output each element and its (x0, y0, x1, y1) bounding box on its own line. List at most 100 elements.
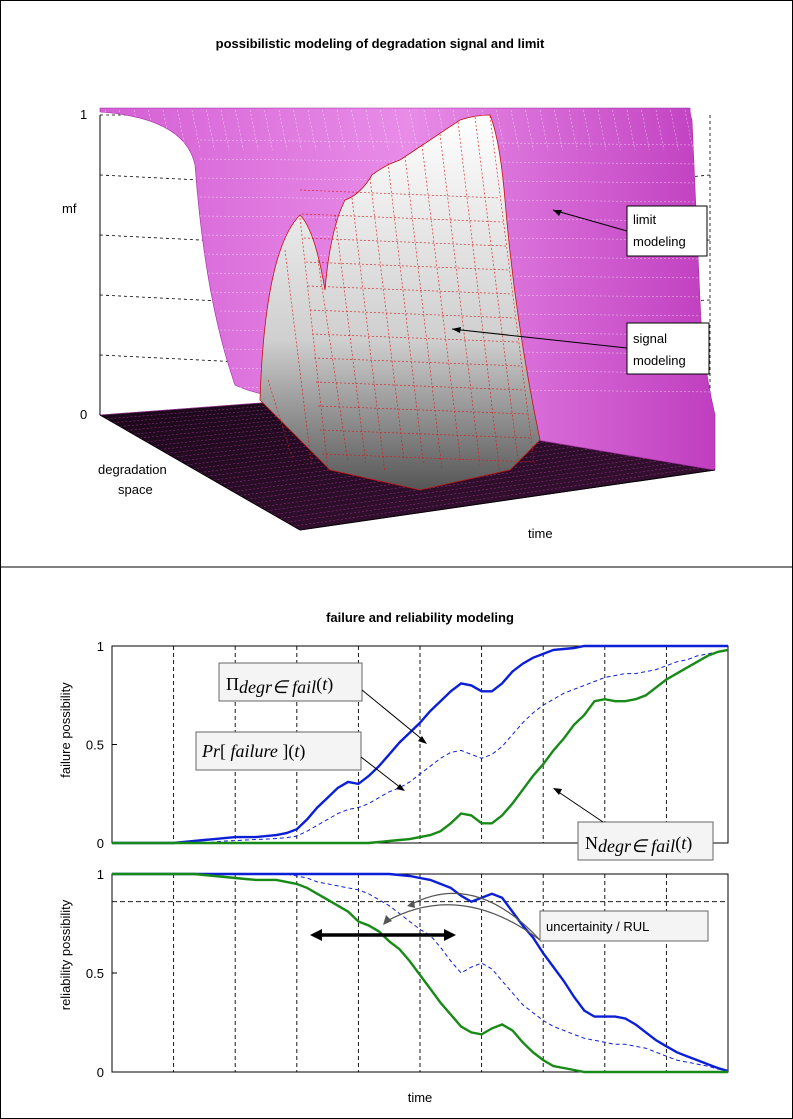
floor-mesh-line (259, 455, 633, 508)
signal-mesh-line (369, 177, 405, 461)
signal-mesh-line (303, 237, 507, 247)
svg-text:signal: signal (633, 331, 667, 346)
limit-mesh-line (554, 109, 563, 151)
limit-mesh-line (568, 109, 578, 151)
limit-mesh-line (322, 109, 331, 151)
limit-mesh-line (199, 215, 702, 222)
floor-mesh-line (153, 418, 411, 446)
signal-mesh-line (305, 261, 510, 271)
svg-text:Pr[ failure ](t): Pr[ failure ](t) (201, 741, 305, 762)
z-tick-1: 1 (80, 107, 87, 122)
signal-mesh-line (334, 214, 367, 466)
limit-mesh-line (655, 109, 665, 151)
signal-mesh-line (489, 115, 535, 466)
y-tick-label: 1 (97, 867, 104, 882)
limit-mesh-line (670, 109, 679, 151)
line-panel-title: failure and reliability modeling (326, 610, 514, 625)
limit-mesh-line (307, 109, 317, 151)
signal-mesh-line (301, 213, 504, 223)
signal-mesh-line (317, 259, 348, 461)
limit-mesh-line (133, 109, 143, 151)
time-axis-label: time (528, 526, 553, 541)
series-line (112, 872, 728, 1074)
reliability-ylabel: reliability possibility (58, 899, 73, 1010)
limit-mesh-line (191, 109, 201, 151)
signal-mesh-line (387, 162, 424, 466)
series-line (112, 873, 729, 1072)
y-tick-label: 0.5 (86, 966, 104, 981)
signal-surface-mesh (267, 115, 535, 471)
limit-mesh-line (293, 109, 302, 151)
signal-mesh-line (315, 381, 525, 391)
signal-modeling-annotation: signal modeling (451, 322, 710, 375)
floor-mesh-line (293, 467, 702, 527)
limit-mesh-line (612, 109, 621, 151)
signal-mesh-line (319, 429, 531, 439)
pr-failure-annotation: Pr[ failure ](t) (195, 731, 405, 791)
limit-mesh-line (199, 139, 696, 146)
surface-front-axis (99, 414, 301, 531)
y-tick-label: 1 (97, 639, 104, 654)
svg-text:limit: limit (633, 212, 656, 227)
limit-mesh-line (206, 109, 215, 151)
surface-time-axis (299, 469, 716, 531)
limit-mesh-line (104, 109, 114, 151)
limit-mesh-line (148, 109, 157, 151)
svg-text:modeling: modeling (633, 353, 686, 368)
signal-mesh-line (317, 405, 528, 415)
n-annotation: Ndegr∈ fail(t) (553, 788, 714, 861)
svg-text:Πdegr∈ fail(t): Πdegr∈ fail(t) (226, 674, 333, 697)
signal-mesh-line (474, 116, 519, 461)
degradation-space-label: degradation (98, 462, 167, 477)
signal-mesh-line (321, 453, 534, 463)
signal-mesh-line (313, 357, 522, 367)
limit-mesh-line (220, 109, 230, 151)
floor-mesh-line (99, 399, 301, 416)
limit-mesh-line (177, 109, 186, 151)
limit-mesh-line (409, 109, 418, 151)
limit-mesh-line (583, 109, 592, 151)
limit-mesh-line (496, 109, 505, 151)
limit-mesh-line (626, 109, 636, 151)
series-line (112, 872, 729, 1073)
pi-annotation: Πdegr∈ fail(t) (218, 662, 427, 744)
limit-mesh-line (278, 109, 288, 151)
limit-mesh-line (249, 109, 259, 151)
z-axis-label: mf (62, 201, 77, 216)
signal-mesh-line (351, 197, 385, 471)
surface-title: possibilistic modeling of degradation si… (216, 36, 545, 51)
signal-mesh-line (439, 133, 481, 466)
z-tick-0: 0 (80, 407, 87, 422)
limit-mesh-line (539, 109, 549, 151)
floor-mesh-line (273, 460, 660, 515)
limit-mesh-line (119, 109, 128, 151)
series-line (112, 648, 729, 845)
limit-mesh-line (641, 109, 650, 151)
limit-mesh-line (162, 109, 172, 151)
signal-surface (259, 114, 541, 491)
floor-mesh-line (286, 465, 688, 523)
limit-mesh-line (394, 109, 404, 151)
signal-mesh-line (457, 121, 500, 471)
y-tick-label: 0 (97, 836, 104, 851)
surface-panel: possibilistic modeling of degradation si… (62, 36, 716, 541)
limit-mesh-line (380, 109, 389, 151)
limit-mesh-line (336, 109, 346, 151)
signal-mesh-line (421, 144, 461, 461)
svg-text:Ndegr∈ fail(t): Ndegr∈ fail(t) (585, 833, 692, 856)
limit-modeling-annotation: limit modeling (552, 205, 708, 257)
limit-mesh-line (597, 109, 607, 151)
y-tick-label: 0.5 (86, 738, 104, 753)
signal-mesh-line (299, 189, 501, 199)
signal-mesh-line (267, 379, 294, 461)
y-tick-label: 0 (97, 1065, 104, 1080)
limit-mesh-line (264, 109, 273, 151)
limit-mesh-line (351, 109, 360, 151)
svg-text:uncertainity / RUL: uncertainity / RUL (546, 919, 649, 934)
limit-mesh-line (235, 109, 244, 151)
degradation-space-label-2: space (118, 482, 153, 497)
signal-mesh-line (284, 249, 312, 466)
limit-mesh-line (684, 109, 694, 151)
series-line (112, 649, 729, 844)
